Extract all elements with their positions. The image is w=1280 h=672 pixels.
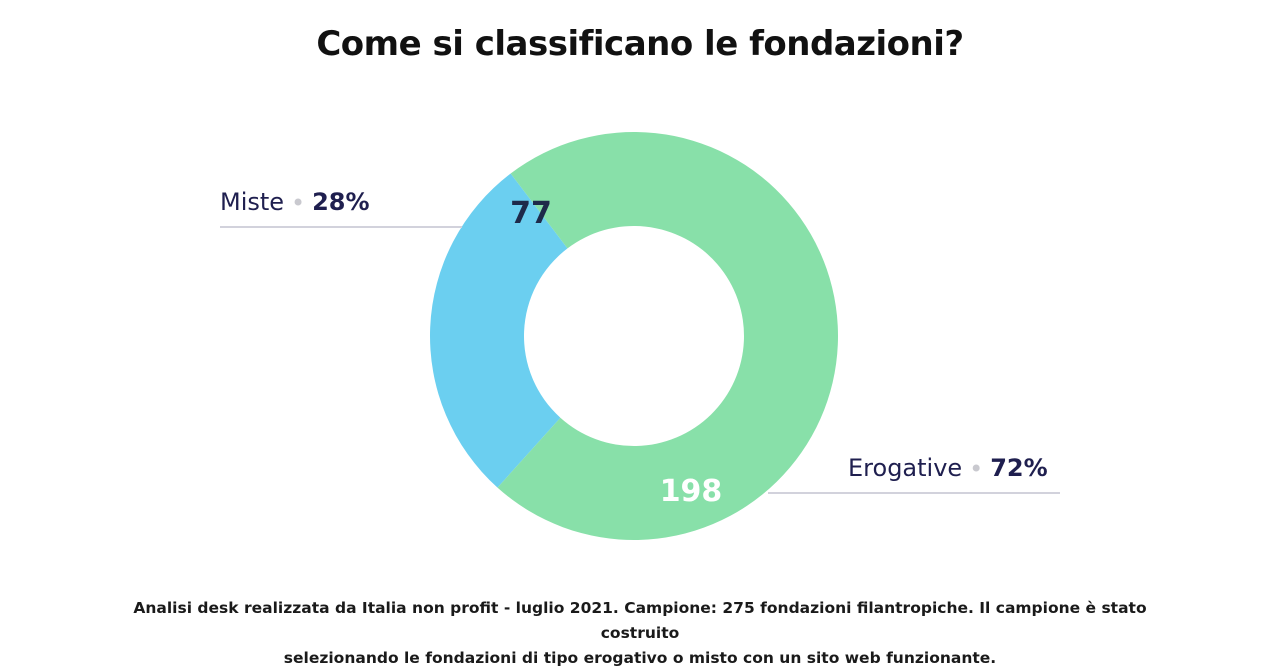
slice-erogative [497, 132, 838, 541]
footnote-line-2: selezionando le fondazioni di tipo eroga… [283, 649, 997, 667]
separator-dot [972, 464, 980, 472]
legend-label-miste: Miste [220, 188, 284, 216]
slice-miste [429, 173, 568, 488]
legend-label-erogative: Erogative [848, 454, 962, 482]
footnote: Analisi desk realizzata da Italia non pr… [100, 596, 1180, 671]
legend-percent-erogative: 72% [990, 454, 1047, 482]
legend-percent-miste: 28% [312, 188, 369, 216]
chart-title: Come si classificano le fondazioni? [316, 24, 964, 64]
separator-dot [294, 198, 302, 206]
footnote-line-1: Analisi desk realizzata da Italia non pr… [133, 599, 1147, 642]
slice-value-label: 77 [510, 196, 552, 231]
donut-chart: 77 198 Miste 28% Erogative 72% [220, 132, 1060, 541]
slice-value-label: 198 [660, 474, 723, 509]
